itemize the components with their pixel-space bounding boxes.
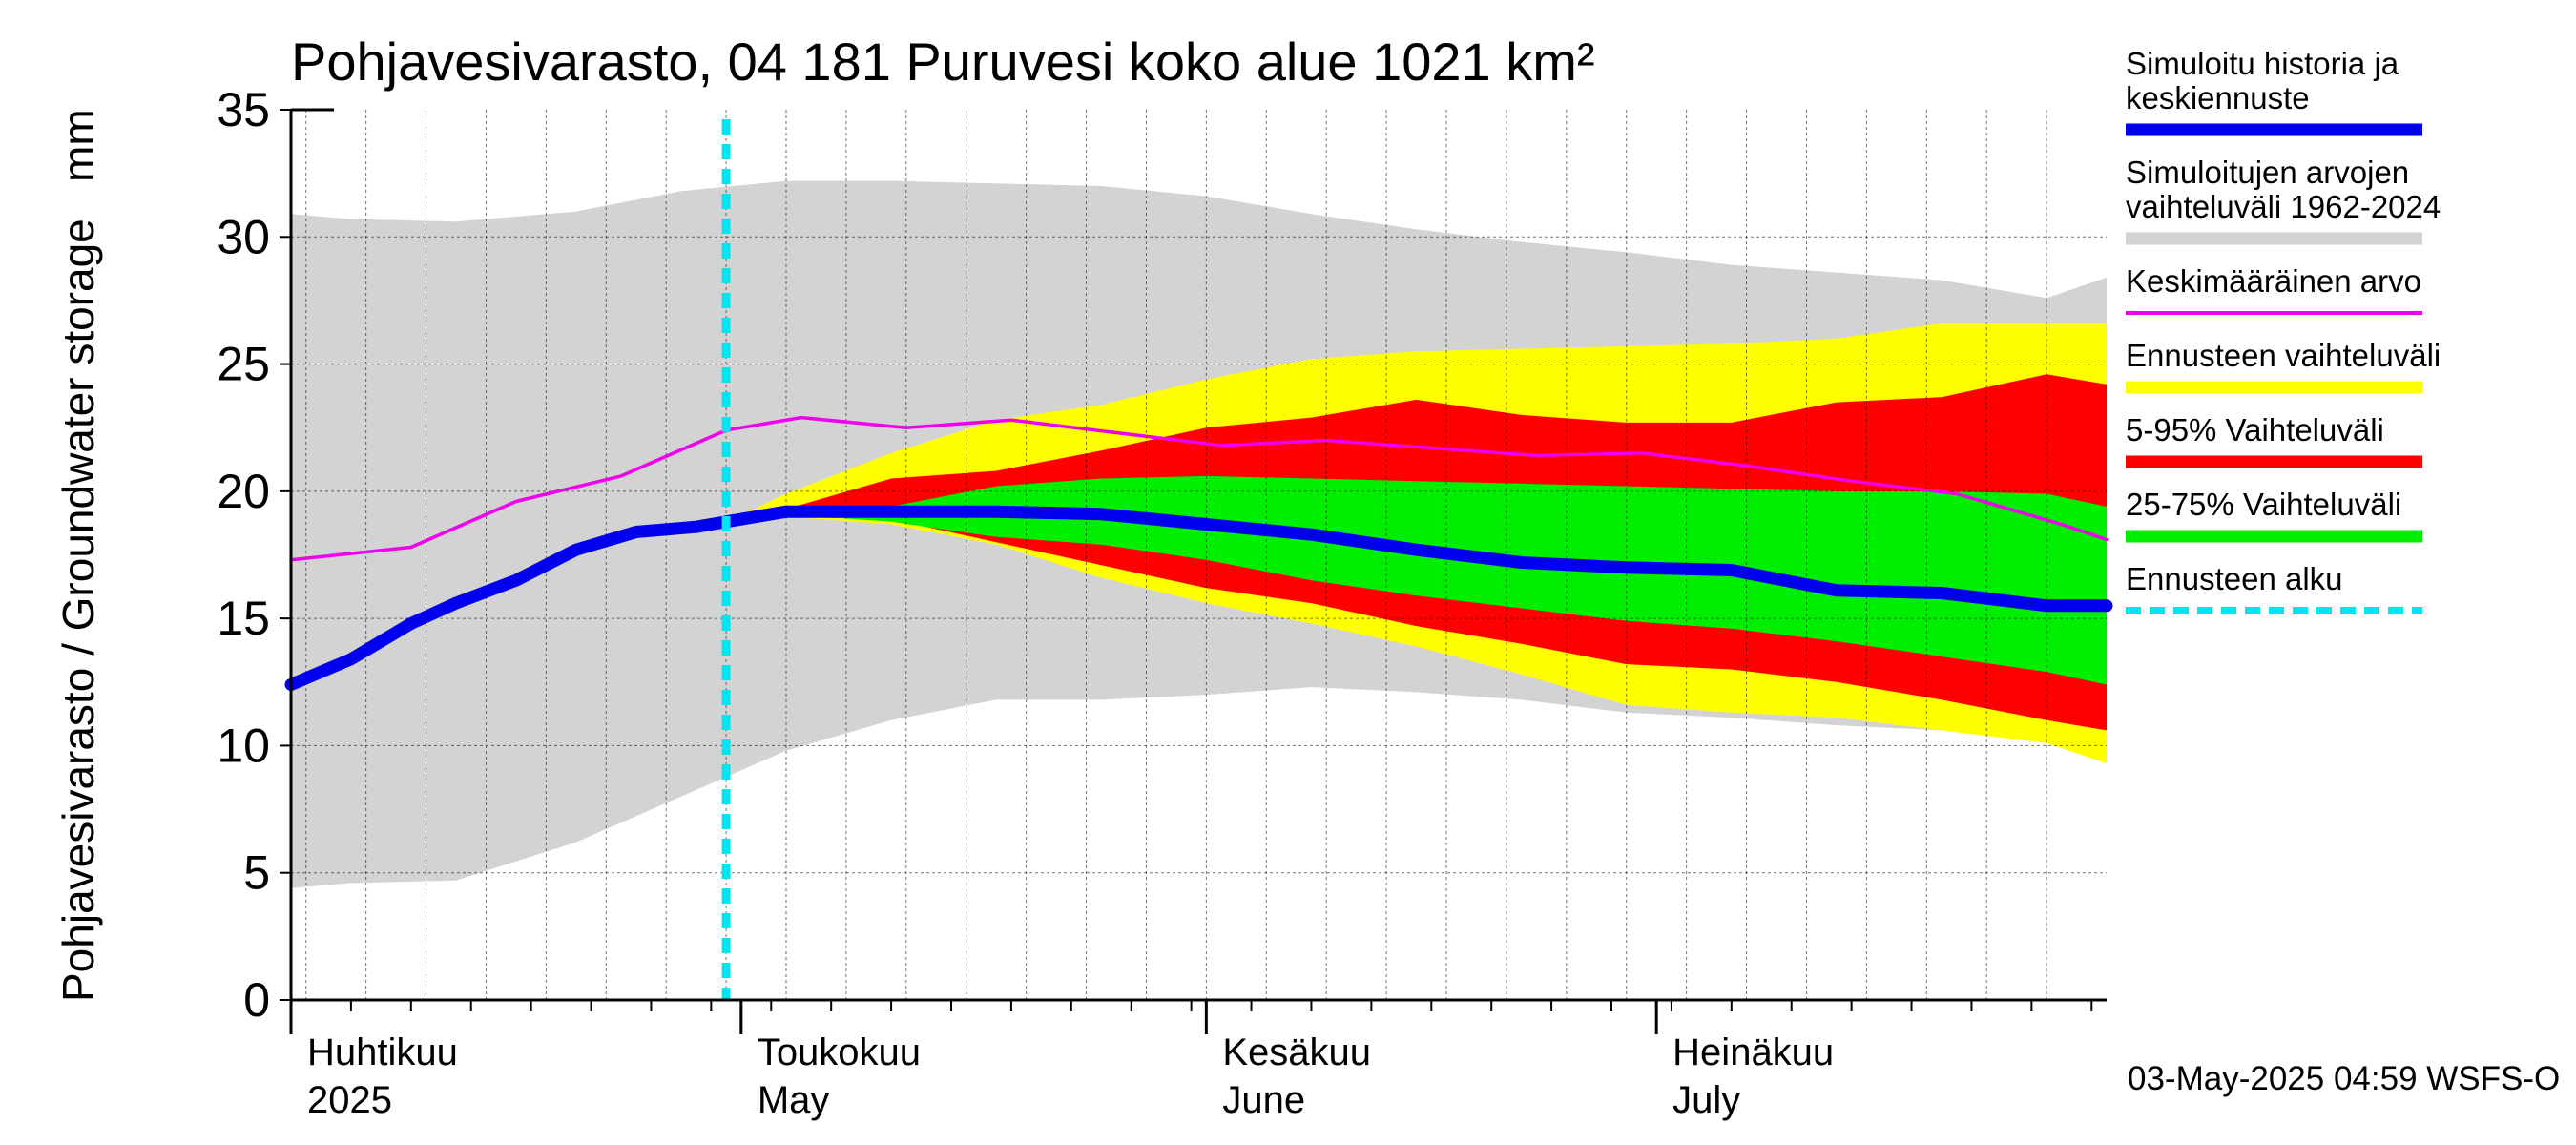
legend-label-history: keskiennuste xyxy=(2126,80,2310,115)
legend-label-p5_95: 5-95% Vaihteluväli xyxy=(2126,412,2384,448)
y-tick-label: 0 xyxy=(243,973,270,1027)
legend-label-forecast_range: Ennusteen vaihteluväli xyxy=(2126,338,2441,373)
month-label-en: 2025 xyxy=(307,1079,392,1121)
legend-label-forecast_start: Ennusteen alku xyxy=(2126,561,2343,596)
y-tick-label: 35 xyxy=(217,83,270,136)
month-label-en: June xyxy=(1222,1079,1305,1121)
y-tick-label: 15 xyxy=(217,592,270,645)
mean-line xyxy=(289,415,2109,562)
month-label-fi: Huhtikuu xyxy=(307,1031,458,1073)
legend-label-sim_range: Simuloitujen arvojen xyxy=(2126,155,2409,190)
y-tick-label: 20 xyxy=(217,465,270,518)
y-tick-label: 30 xyxy=(217,210,270,263)
month-label-en: July xyxy=(1672,1079,1740,1121)
legend-label-history: Simuloitu historia ja xyxy=(2126,46,2399,81)
median-forecast-line xyxy=(719,505,2113,613)
history-line xyxy=(284,515,733,691)
legend-label-mean: Keskimääräinen arvo xyxy=(2126,263,2421,299)
y-tick-label: 25 xyxy=(217,338,270,391)
legend-label-p25_75: 25-75% Vaihteluväli xyxy=(2126,487,2401,522)
y-tick-label: 5 xyxy=(243,846,270,900)
y-axis-label: Pohjavesivarasto / Groundwater storage m… xyxy=(53,109,103,1002)
month-label-fi: Toukokuu xyxy=(758,1031,921,1073)
p25-75-band xyxy=(726,475,2107,685)
timestamp-footer: 03-May-2025 04:59 WSFS-O xyxy=(2128,1060,2560,1097)
month-label-en: May xyxy=(758,1079,830,1121)
y-tick-label: 10 xyxy=(217,718,270,772)
plot-area: 05101520253035Huhtikuu2025ToukokuuMayKes… xyxy=(217,83,2113,1121)
month-label-fi: Kesäkuu xyxy=(1222,1031,1371,1073)
chart-title: Pohjavesivarasto, 04 181 Puruvesi koko a… xyxy=(291,31,1595,92)
legend-label-sim_range: vaihteluväli 1962-2024 xyxy=(2126,189,2441,224)
month-label-fi: Heinäkuu xyxy=(1672,1031,1834,1073)
